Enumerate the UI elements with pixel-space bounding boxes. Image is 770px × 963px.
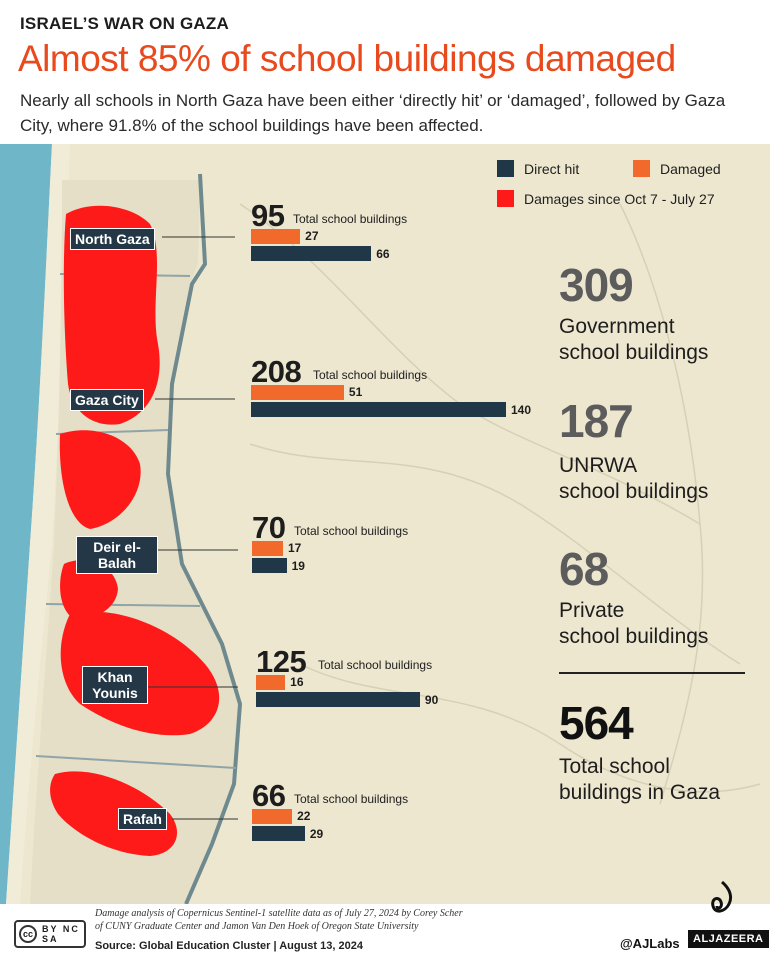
stat-total-value: 564 bbox=[559, 697, 634, 749]
divider-line bbox=[35, 755, 237, 769]
stats-divider bbox=[559, 672, 745, 674]
total-value-deir-el-balah: 70 bbox=[252, 510, 286, 545]
footer-source: Source: Global Education Cluster | Augus… bbox=[95, 940, 363, 952]
headline: Almost 85% of school buildings damaged bbox=[18, 38, 676, 79]
region-label-rafah: Rafah bbox=[118, 808, 167, 830]
region-label-khan-younis: Khan Younis bbox=[82, 666, 148, 704]
border-line bbox=[165, 173, 243, 904]
value-label-damaged-deir-el-balah: 17 bbox=[287, 541, 302, 555]
bar-damaged-north-gaza bbox=[251, 229, 301, 244]
value-label-damaged-khan-younis: 16 bbox=[290, 675, 304, 689]
bar-direct-hit-gaza-city bbox=[251, 402, 506, 417]
stat-label-line: UNRWA bbox=[559, 454, 638, 477]
legend-swatch-damaged bbox=[633, 160, 650, 177]
kicker: ISRAEL’S WAR ON GAZA bbox=[20, 14, 229, 33]
cc-badges: BY NC SA bbox=[42, 924, 80, 944]
footer-handle: @AJLabs bbox=[620, 936, 680, 951]
value-label-damaged-north-gaza: 27 bbox=[305, 229, 319, 243]
stat-label-line: school buildings bbox=[559, 625, 709, 648]
value-label-direct-hit-north-gaza: 66 bbox=[376, 247, 390, 261]
stat-private-label: Private school buildings bbox=[559, 598, 708, 650]
stat-label-line: buildings in Gaza bbox=[559, 781, 721, 804]
subtitle: Nearly all schools in North Gaza have be… bbox=[20, 91, 726, 135]
bar-damaged-rafah bbox=[252, 809, 293, 824]
total-value-gaza-city: 208 bbox=[251, 354, 302, 389]
stat-government-label: Government school buildings bbox=[559, 314, 708, 366]
stat-label-line: school buildings bbox=[559, 480, 709, 503]
bar-direct-hit-deir-el-balah bbox=[252, 558, 287, 573]
stat-unrwa-value: 187 bbox=[559, 395, 634, 447]
legend-damaged: Damaged bbox=[633, 160, 721, 177]
footer-brand: ALJAZEERA bbox=[688, 930, 769, 948]
stat-private-value: 68 bbox=[559, 543, 609, 595]
footer: cc BY NC SA Damage analysis of Copernicu… bbox=[0, 880, 770, 963]
value-label-damaged-gaza-city: 51 bbox=[348, 385, 363, 399]
region-label-deir-el-balah: Deir el-Balah bbox=[76, 536, 158, 574]
stat-total-label: Total school buildings in Gaza bbox=[559, 754, 720, 806]
legend-label-damages-since: Damages since Oct 7 - July 27 bbox=[524, 191, 715, 207]
value-label-direct-hit-rafah: 29 bbox=[309, 827, 324, 841]
footer-note-line2: of CUNY Graduate Center and Jamon Van De… bbox=[95, 921, 419, 932]
value-label-direct-hit-deir-el-balah: 19 bbox=[291, 559, 305, 573]
bar-direct-hit-khan-younis bbox=[256, 692, 420, 707]
total-label-rafah: Total school buildings bbox=[294, 792, 409, 806]
legend-label-damaged: Damaged bbox=[660, 161, 721, 177]
legend-label-direct-hit: Direct hit bbox=[524, 161, 580, 177]
coast-band bbox=[6, 144, 70, 904]
value-label-direct-hit-gaza-city: 140 bbox=[511, 403, 532, 417]
creative-commons-icon: cc BY NC SA bbox=[14, 920, 86, 948]
total-label-north-gaza: Total school buildings bbox=[293, 212, 408, 226]
stat-label-line: Government bbox=[559, 315, 675, 338]
value-label-damaged-rafah: 22 bbox=[297, 809, 311, 823]
legend-swatch-damages-since bbox=[497, 190, 514, 207]
stat-government-value: 309 bbox=[559, 259, 634, 311]
region-label-gaza-city: Gaza City bbox=[70, 389, 144, 411]
bar-direct-hit-north-gaza bbox=[251, 246, 372, 261]
cc-mark: cc bbox=[19, 925, 37, 943]
legend-damages-since: Damages since Oct 7 - July 27 bbox=[497, 190, 715, 207]
bar-damaged-deir-el-balah bbox=[252, 541, 283, 556]
total-label-khan-younis: Total school buildings bbox=[318, 658, 433, 672]
aljazeera-logo-icon bbox=[707, 880, 737, 925]
gaza-map: Direct hit Damaged Damages since Oct 7 -… bbox=[0, 144, 770, 904]
bar-damaged-khan-younis bbox=[256, 675, 286, 690]
bar-damaged-gaza-city bbox=[251, 385, 344, 400]
value-label-direct-hit-khan-younis: 90 bbox=[424, 693, 439, 707]
stat-unrwa-label: UNRWA school buildings bbox=[559, 453, 708, 505]
total-value-rafah: 66 bbox=[252, 778, 286, 813]
total-label-gaza-city: Total school buildings bbox=[313, 368, 428, 382]
legend-swatch-direct-hit bbox=[497, 160, 514, 177]
bar-direct-hit-rafah bbox=[252, 826, 305, 841]
stat-label-line: school buildings bbox=[559, 341, 709, 364]
stat-label-line: Private bbox=[559, 599, 625, 622]
sea-area bbox=[0, 144, 52, 904]
legend-direct-hit: Direct hit bbox=[497, 160, 579, 177]
total-label-deir-el-balah: Total school buildings bbox=[294, 524, 409, 538]
region-label-north-gaza: North Gaza bbox=[70, 228, 155, 250]
total-value-khan-younis: 125 bbox=[256, 644, 307, 679]
footer-note-line1: Damage analysis of Copernicus Sentinel-1… bbox=[95, 908, 463, 919]
stat-label-line: Total school bbox=[559, 755, 670, 778]
total-value-north-gaza: 95 bbox=[251, 198, 285, 233]
